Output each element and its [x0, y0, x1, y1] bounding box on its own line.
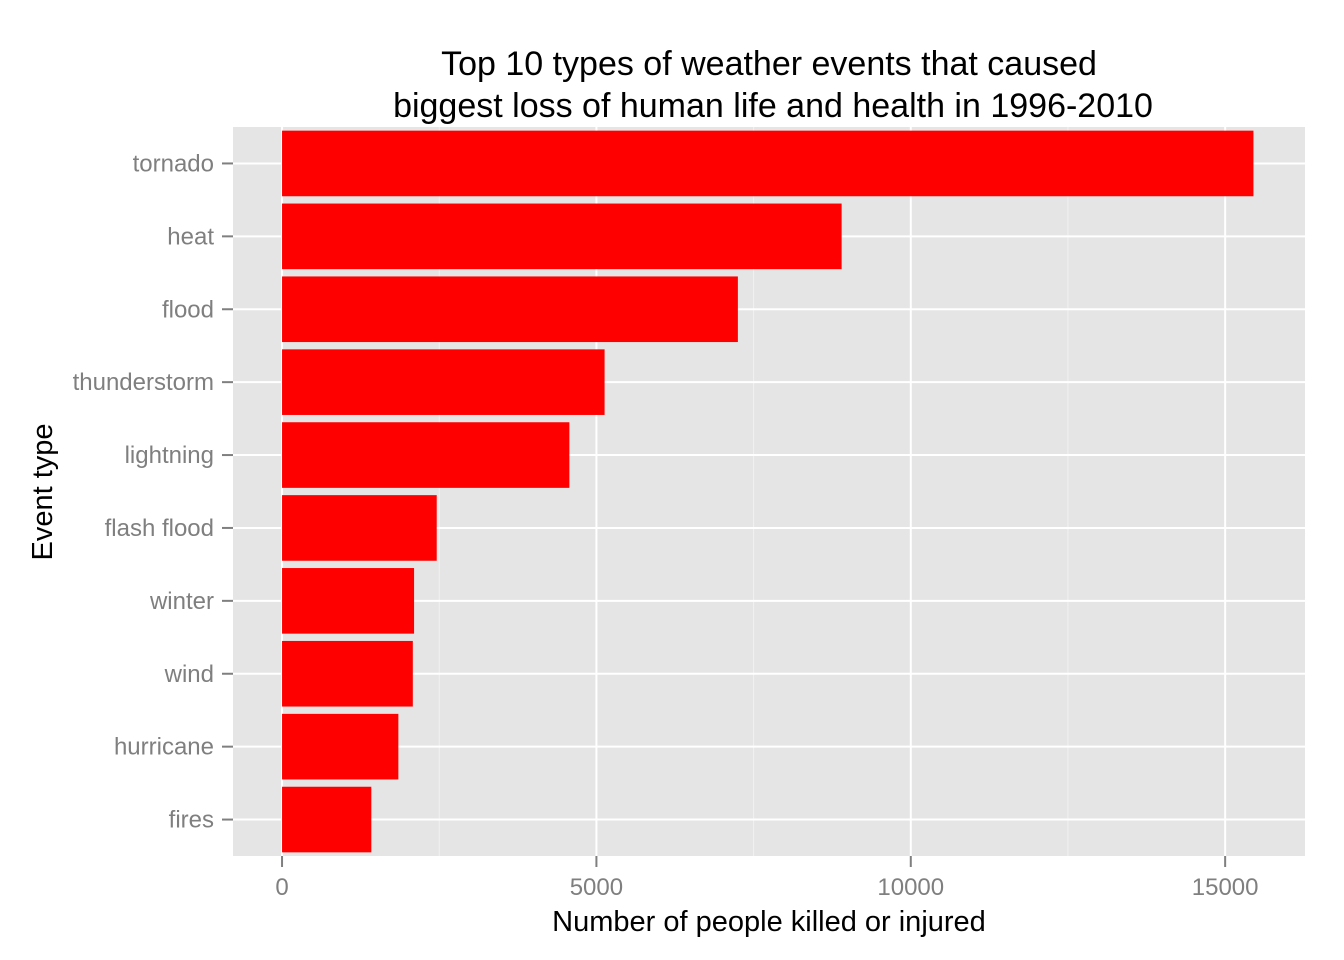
x-tick-label: 0 [275, 874, 288, 901]
bar-flash-flood [282, 495, 437, 561]
y-axis-title: Event type [27, 423, 59, 560]
bar-winter [282, 568, 415, 634]
x-axis: 0 5000 10000 15000 [275, 856, 1259, 901]
y-tick-label: winter [149, 588, 214, 615]
bar-flood [282, 276, 738, 343]
y-tick-label: wind [164, 661, 214, 688]
bars [282, 130, 1254, 853]
bar-heat [282, 203, 842, 270]
y-axis: tornado heat flood thunderstorm lightning fla… [73, 150, 233, 834]
y-tick-label: lightning [125, 442, 214, 469]
y-tick-label: tornado [133, 150, 214, 177]
bar-fires [282, 786, 372, 853]
x-tick-label: 15000 [1192, 874, 1259, 901]
x-tick-label: 5000 [570, 874, 623, 901]
bar-hurricane [282, 713, 399, 780]
x-axis-title: Number of people killed or injured [552, 906, 986, 938]
bar-wind [282, 640, 413, 707]
y-tick-label: hurricane [114, 734, 214, 761]
bar-tornado [282, 130, 1254, 197]
bar-thunderstorm [282, 349, 605, 415]
bar-lightning [282, 422, 570, 488]
x-tick-label: 10000 [877, 874, 944, 901]
y-tick-label: flood [162, 296, 214, 323]
y-tick-label: thunderstorm [73, 369, 214, 396]
chart-title-line-1: Top 10 types of weather events that caus… [441, 45, 1097, 83]
chart-title-line-2: biggest loss of human life and health in… [393, 87, 1153, 125]
y-tick-label: heat [167, 223, 214, 250]
y-tick-label: fires [169, 807, 214, 834]
y-tick-label: flash flood [105, 515, 214, 542]
